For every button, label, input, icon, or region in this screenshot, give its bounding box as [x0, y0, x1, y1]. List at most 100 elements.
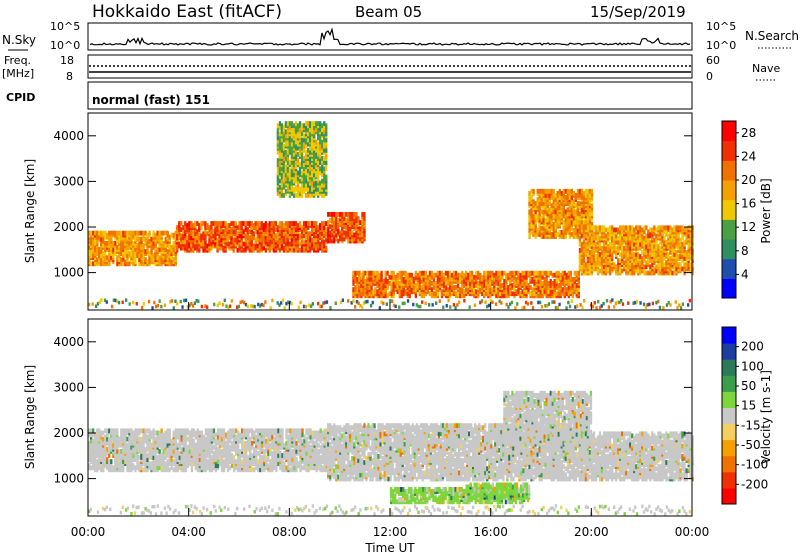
power-echo-cell-0 [108, 253, 111, 258]
power-echo-cell-3 [547, 281, 550, 286]
power-ground-scatter-cell [347, 299, 350, 303]
power-ground-scatter-cell [574, 305, 577, 309]
power-echo-cell-5 [613, 227, 616, 233]
power-ground-scatter-cell [114, 298, 117, 303]
power-echo-cell-5 [584, 225, 588, 231]
power-ground-scatter-cell [350, 301, 353, 305]
power-colorbar-swatch [722, 121, 736, 142]
power-echo-cell-5 [649, 264, 652, 270]
power-ground-scatter-cell [317, 301, 320, 306]
freq-tick-bottom: 8 [66, 70, 73, 83]
power-echo-cell-1 [266, 223, 269, 228]
power-ground-scatter-cell [170, 299, 174, 303]
power-echo-cell-5 [608, 241, 612, 247]
power-echo-cell-5 [655, 252, 658, 257]
power-echo-cell-1 [198, 231, 201, 237]
power-echo-cell-1 [290, 237, 294, 243]
power-echo-cell-0 [104, 251, 107, 256]
power-echo-cell-4 [546, 203, 549, 209]
power-echo-cell-1 [190, 221, 193, 226]
power-echo-cell-0 [92, 261, 95, 267]
power-echo-cell-3 [479, 272, 482, 278]
power-echo-cell-6 [325, 147, 328, 153]
power-echo-cell-5 [637, 252, 640, 257]
power-echo-cell-5 [637, 241, 640, 247]
power-ground-scatter-cell [537, 300, 540, 305]
power-echo-cell-2 [355, 216, 358, 221]
power-echo-cell-1 [290, 221, 294, 226]
power-echo-cell-1 [325, 221, 328, 226]
vel-echo-cell-0 [90, 438, 93, 444]
power-echo-cell-6 [292, 141, 296, 147]
power-echo-cell-0 [172, 232, 175, 238]
power-echo-cell-3 [559, 289, 562, 295]
power-echo-cell-0 [124, 249, 127, 254]
power-echo-cell-1 [242, 247, 245, 253]
power-echo-cell-1 [210, 225, 213, 230]
power-echo-cell-6 [304, 149, 308, 155]
power-echo-cell-0 [160, 238, 163, 244]
power-echo-cell-6 [296, 139, 300, 145]
power-echo-cell-2 [331, 232, 334, 238]
power-echo-cell-3 [565, 287, 568, 292]
power-echo-cell-5 [657, 266, 660, 272]
power-echo-cell-0 [148, 251, 151, 256]
power-echo-cell-3 [382, 285, 385, 290]
power-echo-cell-3 [507, 285, 510, 290]
power-echo-cell-3 [557, 287, 560, 292]
power-echo-cell-6 [311, 172, 314, 178]
power-echo-cell-2 [341, 212, 344, 217]
power-echo-cell-4 [528, 227, 531, 233]
power-echo-cell-5 [584, 270, 588, 276]
power-ground-scatter-cell [614, 301, 617, 305]
power-echo-cell-1 [202, 221, 205, 226]
power-colorbar-swatch [722, 239, 736, 260]
power-echo-cell-2 [329, 224, 332, 230]
power-echo-cell-5 [600, 268, 604, 274]
power-echo-cell-5 [580, 260, 584, 266]
power-ground-scatter-cell [339, 300, 343, 305]
power-echo-cell-5 [691, 270, 694, 276]
power-echo-cell-6 [307, 160, 310, 165]
power-echo-cell-0 [144, 230, 147, 236]
power-echo-cell-5 [596, 225, 600, 231]
power-echo-cell-1 [284, 237, 288, 243]
power-echo-cell-3 [461, 293, 464, 299]
power-echo-cell-6 [290, 172, 294, 178]
power-ground-scatter-cell [600, 304, 603, 308]
power-echo-cell-5 [647, 243, 650, 249]
power-echo-cell-6 [302, 174, 306, 180]
power-echo-cell-5 [643, 225, 646, 231]
power-echo-cell-6 [300, 137, 304, 143]
power-echo-cell-3 [366, 270, 369, 276]
power-echo-cell-3 [481, 291, 484, 297]
power-echo-cell-5 [588, 250, 592, 255]
power-echo-cell-2 [347, 224, 350, 230]
power-echo-cell-0 [96, 234, 99, 240]
power-echo-cell-6 [325, 166, 328, 172]
power-echo-cell-3 [501, 270, 504, 276]
power-ground-scatter-cell [371, 300, 374, 305]
power-echo-cell-1 [186, 227, 189, 232]
power-echo-cell-6 [282, 152, 286, 157]
power-echo-cell-5 [691, 262, 694, 268]
power-ground-scatter-cell [237, 304, 240, 309]
power-colorbar-swatch [722, 160, 736, 181]
power-echo-cell-4 [586, 197, 590, 202]
power-echo-cell-3 [511, 283, 514, 288]
power-echo-cell-1 [234, 221, 237, 226]
power-echo-cell-6 [323, 121, 326, 126]
power-echo-cell-1 [254, 221, 257, 226]
power-echo-cell-0 [138, 230, 141, 236]
power-echo-cell-5 [671, 270, 674, 276]
power-echo-cell-1 [232, 221, 235, 226]
power-echo-cell-4 [548, 193, 551, 198]
power-ground-scatter-cell [558, 302, 561, 307]
power-echo-cell-5 [651, 227, 654, 233]
power-echo-cell-1 [192, 223, 195, 228]
power-echo-cell-3 [529, 270, 532, 276]
power-echo-cell-3 [511, 270, 514, 276]
power-ground-scatter-cell [607, 305, 610, 309]
power-ground-scatter-cell [380, 300, 383, 304]
power-echo-cell-0 [106, 232, 109, 238]
